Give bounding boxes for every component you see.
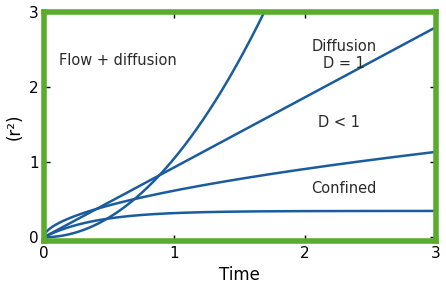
Y-axis label: (r²): (r²): [5, 113, 24, 139]
Text: D < 1: D < 1: [318, 115, 360, 130]
Text: Confined: Confined: [311, 181, 377, 196]
Text: Flow + diffusion: Flow + diffusion: [59, 53, 177, 68]
X-axis label: Time: Time: [219, 267, 260, 284]
Text: Diffusion
D = 1: Diffusion D = 1: [311, 39, 376, 71]
